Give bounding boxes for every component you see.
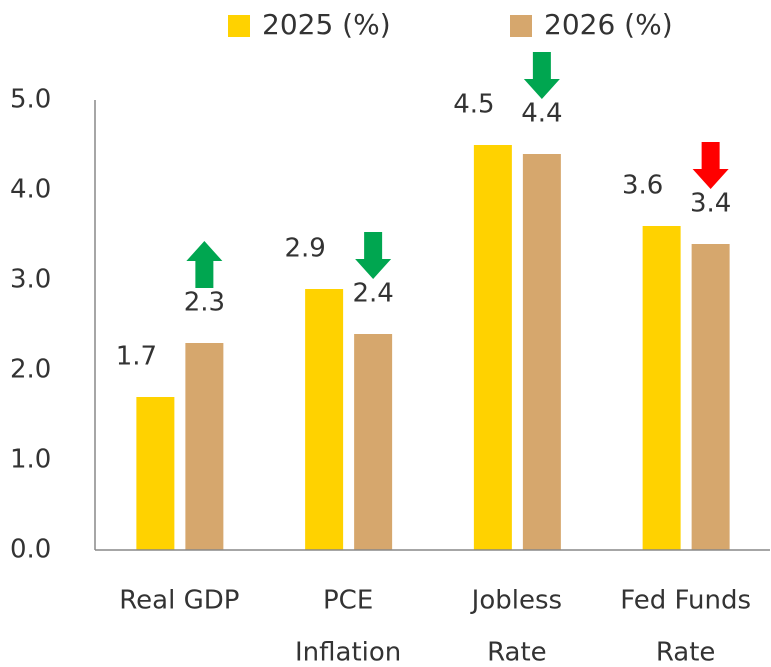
- y-tick-label: 5.0: [10, 85, 51, 115]
- bar: [691, 244, 730, 550]
- legend-swatch: [510, 15, 532, 37]
- bar: [473, 145, 512, 550]
- trend-arrow: [523, 52, 560, 99]
- x-tick-label: Jobless: [470, 586, 562, 616]
- x-tick-label: PCE: [323, 586, 373, 616]
- bar: [642, 226, 681, 550]
- y-tick-label: 4.0: [10, 175, 51, 205]
- value-label: 3.4: [690, 189, 731, 219]
- value-label: 2.4: [352, 279, 393, 309]
- legend-label: 2025 (%): [262, 8, 391, 41]
- bar: [305, 289, 344, 550]
- y-tick-label: 1.0: [10, 445, 51, 475]
- bar: [136, 397, 175, 550]
- bar: [185, 343, 224, 550]
- value-label: 2.9: [284, 234, 325, 264]
- x-tick-label: Rate: [487, 638, 547, 667]
- legend-swatch: [228, 15, 250, 37]
- bar: [522, 154, 561, 550]
- value-label: 1.7: [116, 342, 157, 372]
- x-tick-label: Real GDP: [119, 586, 239, 616]
- trend-arrow: [186, 241, 223, 288]
- trend-arrow: [355, 232, 392, 279]
- value-label: 4.4: [521, 99, 562, 129]
- value-label: 4.5: [453, 90, 494, 120]
- y-tick-label: 3.0: [10, 265, 51, 295]
- value-label: 3.6: [622, 171, 663, 201]
- y-tick-label: 0.0: [10, 535, 51, 565]
- legend-label: 2026 (%): [544, 8, 673, 41]
- bar: [354, 334, 393, 550]
- x-tick-label: Fed Funds: [620, 586, 751, 616]
- value-label: 2.3: [184, 288, 225, 318]
- y-tick-label: 2.0: [10, 355, 51, 385]
- trend-arrow: [692, 142, 729, 189]
- x-tick-label: Rate: [656, 638, 716, 667]
- x-tick-label: Inflation: [295, 638, 401, 667]
